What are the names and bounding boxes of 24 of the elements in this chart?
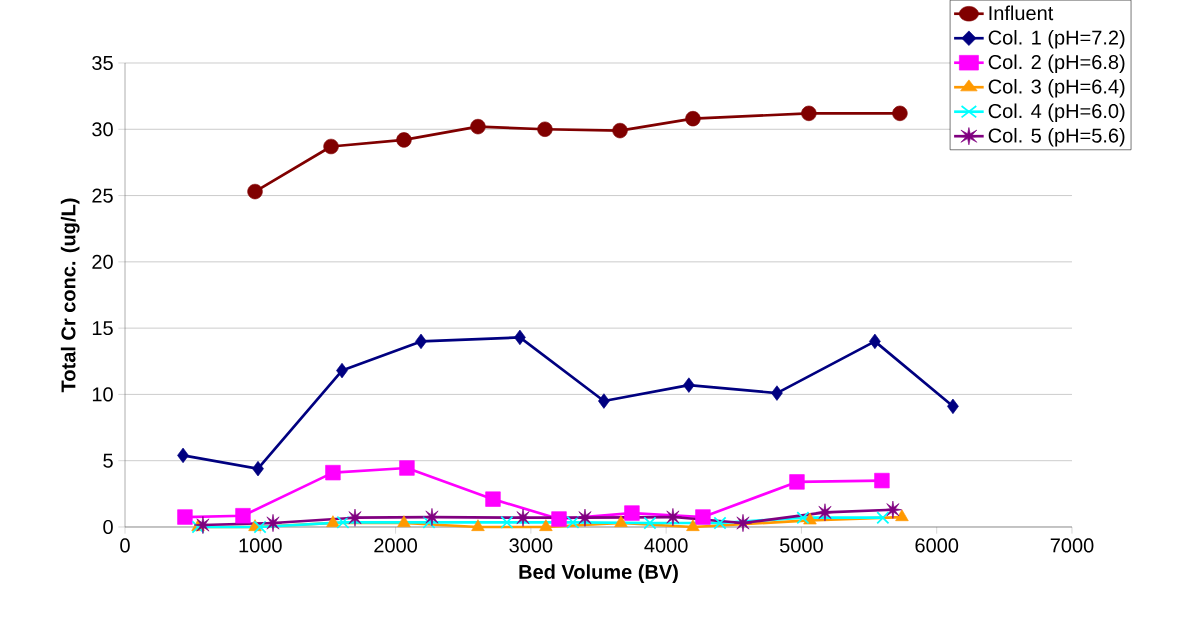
x-tick-label: 6000 (915, 538, 959, 553)
x-tick-label: 0 (120, 538, 130, 553)
legend-label: Col. 1 (pH=7.2) (988, 29, 1125, 49)
y-tick-label: 15 (92, 321, 113, 336)
x-axis-title: Bed Volume (BV) (519, 564, 678, 583)
legend-label: Col. 4 (pH=6.0) (988, 103, 1125, 123)
x-tick-label: 5000 (779, 538, 823, 553)
legend-label: Influent (989, 5, 1054, 21)
y-axis-title: Total Cr conc. (ug/L) (60, 198, 80, 393)
x-tick-label: 3000 (509, 538, 553, 553)
legend-label: Col. 3 (pH=6.4) (988, 78, 1125, 98)
y-tick-label: 20 (92, 254, 113, 269)
y-tick-label: 25 (92, 188, 113, 203)
x-tick-label: 2000 (374, 538, 418, 553)
y-tick-label: 10 (92, 387, 113, 402)
x-tick-label: 4000 (644, 538, 688, 553)
y-tick-label: 0 (103, 519, 113, 535)
legend-label: Col. 2 (pH=6.8) (988, 54, 1125, 74)
x-tick-label: 1000 (239, 538, 282, 553)
x-tick-label: 7000 (1050, 538, 1094, 553)
y-tick-label: 5 (103, 453, 113, 468)
y-tick-label: 30 (92, 122, 113, 137)
y-tick-label: 35 (92, 55, 113, 71)
legend-label: Col. 5 (pH=5.6) (988, 127, 1125, 147)
